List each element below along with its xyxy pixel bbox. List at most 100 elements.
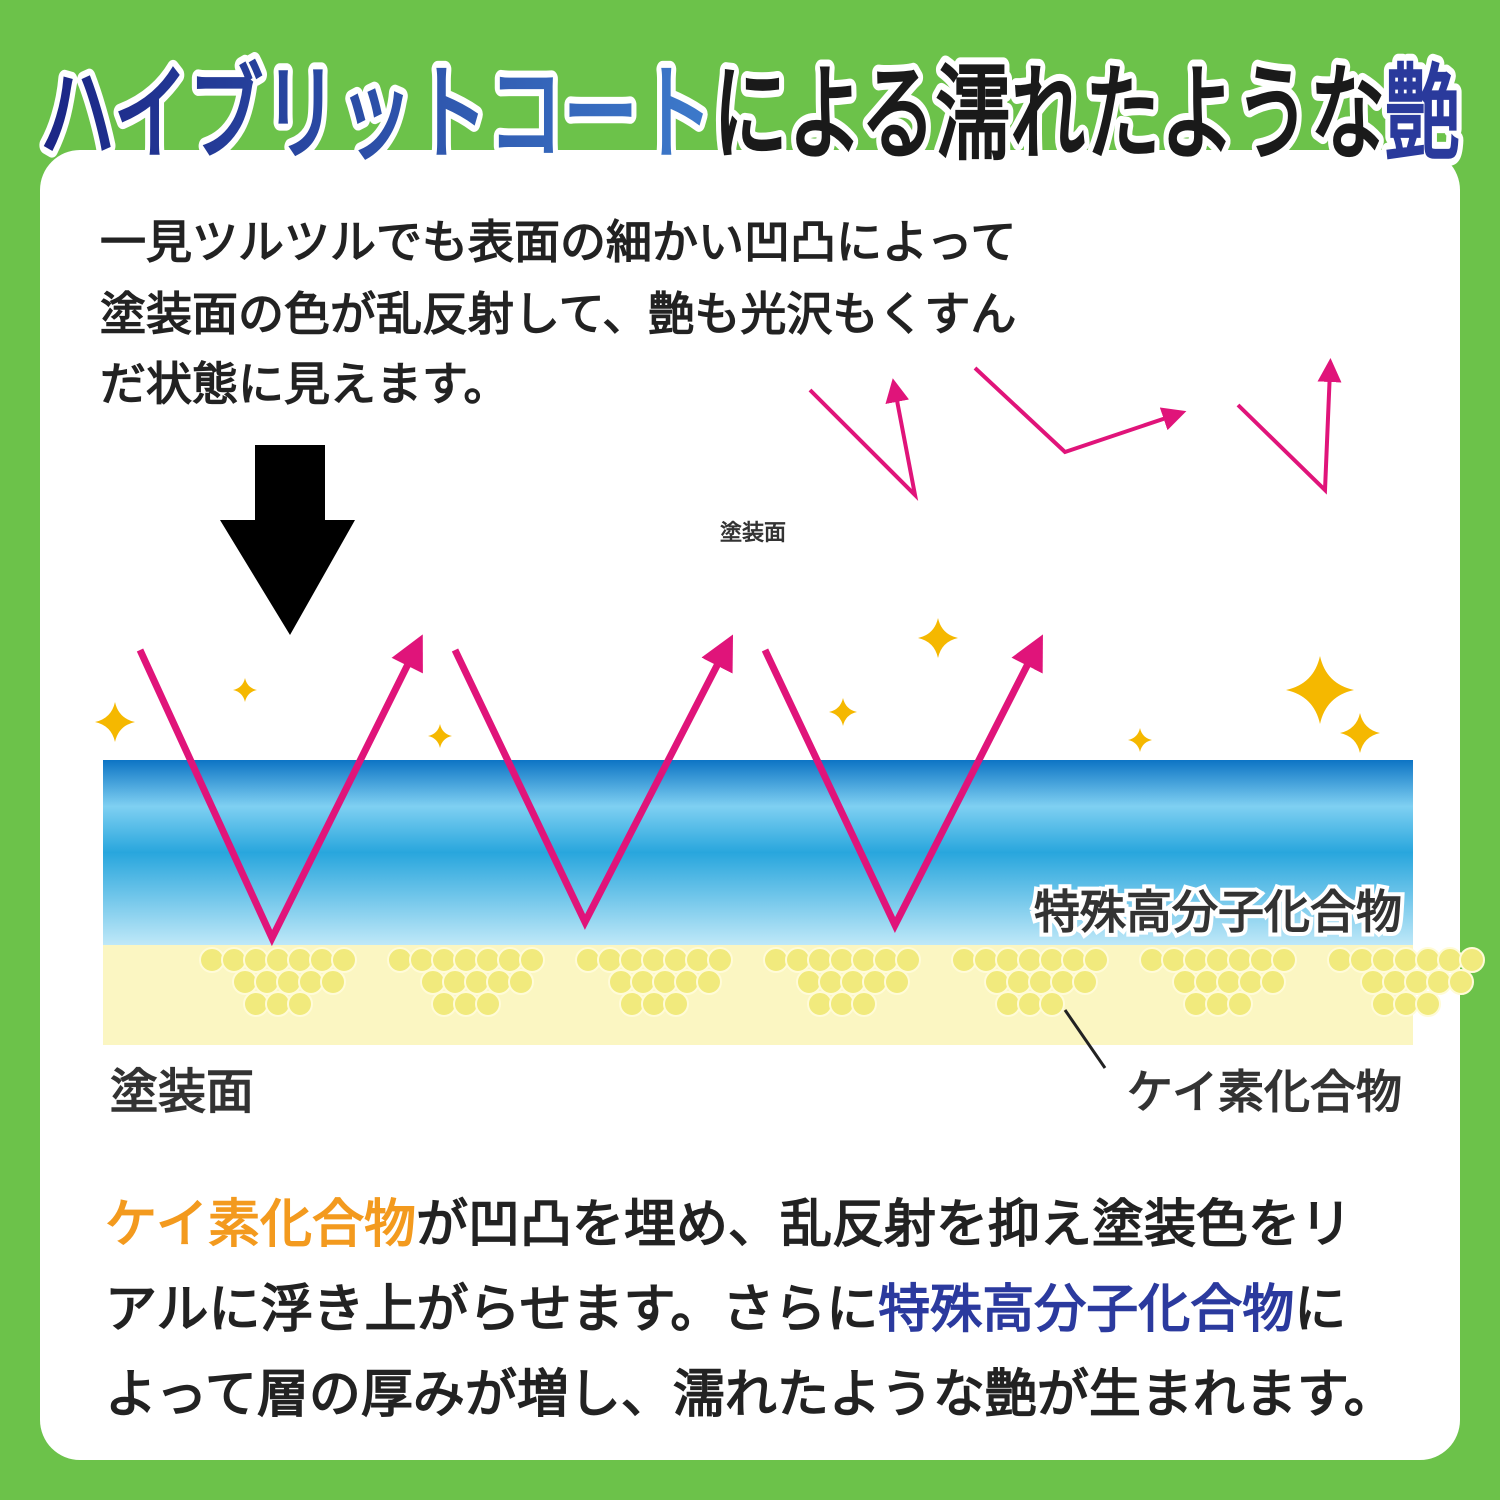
- particle: [1227, 991, 1253, 1017]
- particle: [1216, 969, 1242, 995]
- particle: [1017, 991, 1043, 1017]
- particle: [1050, 969, 1076, 995]
- particle: [796, 969, 822, 995]
- intro-line: 一見ツルツルでも表面の細かい凹凸によって: [100, 215, 1016, 269]
- particle: [862, 969, 888, 995]
- particle: [1139, 947, 1165, 973]
- particle: [420, 969, 446, 995]
- particle: [1039, 991, 1065, 1017]
- title-end: 艶: [1385, 53, 1460, 175]
- particle: [652, 969, 678, 995]
- particle: [995, 947, 1021, 973]
- particle: [1205, 991, 1231, 1017]
- highlight: ケイ素化合物: [105, 1195, 416, 1255]
- particle: [597, 947, 623, 973]
- surface-label: 塗装面: [110, 1064, 254, 1120]
- particle: [265, 947, 291, 973]
- light-ray: [1236, 358, 1342, 495]
- particle: [1260, 969, 1286, 995]
- particle: [486, 969, 512, 995]
- particle: [984, 969, 1010, 995]
- particle: [707, 947, 733, 973]
- sparkle: [1128, 728, 1152, 752]
- particle: [320, 969, 346, 995]
- particle: [497, 947, 523, 973]
- particle: [785, 947, 811, 973]
- particle: [519, 947, 545, 973]
- text: に: [1294, 1280, 1346, 1340]
- particle: [287, 947, 313, 973]
- title: ハイブリットコートによる濡れたような艶: [40, 53, 1460, 175]
- text: アルに浮き上がらせます。さらに: [105, 1280, 878, 1340]
- particle: [508, 969, 534, 995]
- polymer-label: 特殊高分子化合物: [1034, 885, 1402, 939]
- particle: [685, 947, 711, 973]
- text: が凹凸を埋め、乱反射を抑え塗装色をリ: [416, 1195, 1352, 1255]
- particle: [475, 947, 501, 973]
- particle: [1061, 947, 1087, 973]
- particle: [1205, 947, 1231, 973]
- particle: [265, 991, 291, 1017]
- particle: [287, 991, 313, 1017]
- particle: [674, 969, 700, 995]
- title-middle: による濡れたような: [713, 53, 1385, 175]
- particle: [608, 969, 634, 995]
- highlight: 特殊高分子化合物: [878, 1280, 1294, 1340]
- intro-line: 塗装面の色が乱反射して、艶も光沢もくすん: [100, 287, 1016, 341]
- sparkle: [1340, 713, 1380, 753]
- particle: [1349, 947, 1375, 973]
- light-ray: [973, 366, 1187, 455]
- particle: [1371, 947, 1397, 973]
- particle: [1271, 947, 1297, 973]
- particle: [1327, 947, 1353, 973]
- particle: [243, 947, 269, 973]
- sparkle: [829, 698, 857, 726]
- particle: [884, 969, 910, 995]
- particle: [818, 969, 844, 995]
- particle: [232, 969, 258, 995]
- silicon-label: ケイ素化合物: [1127, 1065, 1402, 1119]
- particle: [331, 947, 357, 973]
- particle: [840, 969, 866, 995]
- particle: [807, 991, 833, 1017]
- particle: [1183, 947, 1209, 973]
- particle: [763, 947, 789, 973]
- particle: [1415, 947, 1441, 973]
- particle: [475, 991, 501, 1017]
- intro-line: だ状態に見えます。: [100, 357, 509, 411]
- particle: [1415, 991, 1441, 1017]
- particle: [1426, 969, 1452, 995]
- particle: [641, 991, 667, 1017]
- particle: [619, 947, 645, 973]
- particle: [1172, 969, 1198, 995]
- particle: [1017, 947, 1043, 973]
- particle: [1028, 969, 1054, 995]
- particle: [453, 947, 479, 973]
- particle: [1249, 947, 1275, 973]
- conclusion-line: ケイ素化合物が凹凸を埋め、乱反射を抑え塗装色をリ: [105, 1195, 1352, 1255]
- particle: [995, 991, 1021, 1017]
- light-ray: [451, 634, 734, 930]
- title-brand: ハイブリットコート: [40, 53, 713, 175]
- particle: [1072, 969, 1098, 995]
- particle: [1238, 969, 1264, 995]
- particle: [663, 991, 689, 1017]
- particle: [1161, 947, 1187, 973]
- particle: [243, 991, 269, 1017]
- small-diagram: 塗装面: [718, 358, 1342, 548]
- particle: [663, 947, 689, 973]
- light-ray: [808, 378, 919, 502]
- particle: [973, 947, 999, 973]
- particle: [1360, 969, 1386, 995]
- particle: [431, 991, 457, 1017]
- polymer-layer: [103, 760, 1413, 945]
- particle: [199, 947, 225, 973]
- particle: [442, 969, 468, 995]
- particle: [895, 947, 921, 973]
- sparkle: [918, 618, 958, 658]
- particle: [575, 947, 601, 973]
- particle: [851, 991, 877, 1017]
- particle: [1371, 991, 1397, 1017]
- particle: [696, 969, 722, 995]
